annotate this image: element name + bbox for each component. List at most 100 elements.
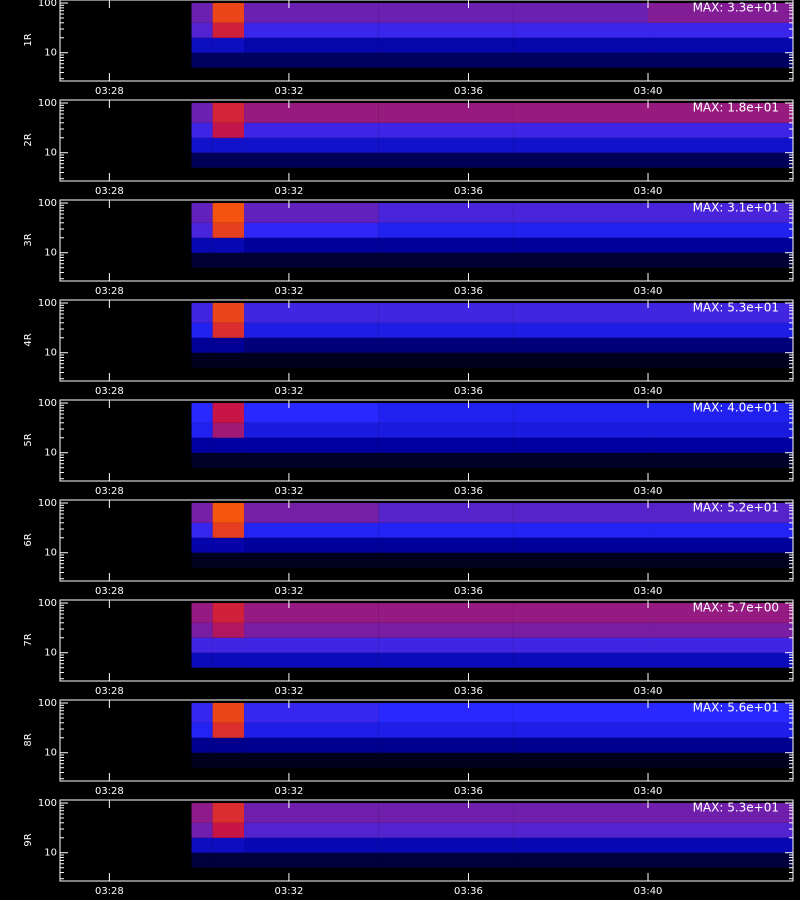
x-tick-label: 03:40 [634,786,663,797]
heat-cell [191,752,213,768]
heat-cell [191,337,213,353]
panel: 10 100 03:28 03:32 03:36 03:40 7R MAX: 5.7e+00 [23,598,794,697]
y-tick-label: 100 [38,598,57,609]
heat-cell [212,452,245,468]
heat-cell [378,852,514,868]
heat-cell [244,203,379,223]
y-axis-label: 6R [23,533,34,546]
heat-cell [191,852,213,868]
heat-cell [191,503,213,523]
heat-cell [244,652,379,668]
heat-cell [212,703,245,723]
heat-cell [244,322,379,338]
heat-cell [244,703,379,723]
heat-cell [191,303,213,323]
heat-cell [191,22,213,38]
heat-cell [648,722,793,738]
y-tick-label: 10 [44,748,57,759]
heat-cell [191,37,213,53]
heat-cell [191,552,213,568]
heat-cell [378,337,514,353]
heat-cell [244,722,379,738]
x-tick-label: 03:28 [95,586,124,597]
x-tick-label: 03:40 [634,686,663,697]
heat-cell [212,337,245,353]
heat-cell [378,152,514,168]
heat-cell [244,137,379,153]
x-tick-label: 03:36 [454,86,483,97]
heat-cell [212,752,245,768]
heat-cell [513,203,649,223]
heat-cell [648,352,793,368]
heat-cell [212,803,245,823]
x-tick-label: 03:28 [95,386,124,397]
heat-cell [513,152,649,168]
x-tick-label: 03:40 [634,486,663,497]
x-tick-label: 03:40 [634,586,663,597]
plot-frame [59,299,794,382]
x-tick-label: 03:36 [454,486,483,497]
heat-cell [212,203,245,223]
y-tick-label: 100 [38,398,57,409]
heat-cell [191,437,213,453]
heat-cell [191,152,213,168]
x-tick-label: 03:28 [95,86,124,97]
y-tick-label: 100 [38,198,57,209]
heat-cell [648,737,793,753]
heat-cell [378,522,514,538]
heat-cell [378,537,514,553]
heat-cell [212,303,245,323]
max-annotation: MAX: 5.2e+01 [693,501,779,515]
x-tick-label: 03:36 [454,586,483,597]
heat-cell [648,437,793,453]
heat-cell [212,122,245,138]
heat-cell [212,537,245,553]
heat-cell [191,222,213,238]
heat-cell [191,737,213,753]
heat-cell [244,237,379,253]
heat-cell [513,252,649,268]
x-tick-label: 03:32 [275,86,304,97]
heat-cell [212,737,245,753]
x-tick-label: 03:36 [454,786,483,797]
heat-cell [212,722,245,738]
heat-cell [212,437,245,453]
y-tick-label: 10 [44,48,57,59]
heat-cell [648,3,793,23]
heat-cell [212,822,245,838]
heat-cell [191,103,213,123]
heat-cell [212,222,245,238]
heat-cell [244,522,379,538]
y-axis-label: 9R [23,833,34,846]
heat-cell [648,603,793,623]
heat-cell [191,137,213,153]
heat-cell [212,652,245,668]
heat-cell [191,452,213,468]
heat-cell [648,652,793,668]
heat-cell [648,622,793,638]
heat-cell [244,337,379,353]
heat-cell [378,103,514,123]
x-tick-label: 03:40 [634,86,663,97]
heat-cell [212,322,245,338]
plot-frame [59,599,794,682]
heat-cell [212,237,245,253]
x-tick-label: 03:32 [275,686,304,697]
heat-cell [378,437,514,453]
heat-cell [378,752,514,768]
x-tick-label: 03:36 [454,386,483,397]
x-tick-label: 03:32 [275,586,304,597]
x-tick-label: 03:36 [454,186,483,197]
heat-cell [212,103,245,123]
y-axis-label: 3R [23,233,34,246]
max-annotation: MAX: 3.3e+01 [693,1,779,15]
heat-cell [191,652,213,668]
heat-cell [212,52,245,68]
panel: 10 100 03:28 03:32 03:36 03:40 6R MAX: 5.2e+01 [23,498,794,597]
heat-cell [513,622,649,638]
heat-cell [244,22,379,38]
y-tick-label: 100 [38,0,57,9]
heat-cell [648,103,793,123]
heat-cell [513,537,649,553]
heat-cell [212,352,245,368]
